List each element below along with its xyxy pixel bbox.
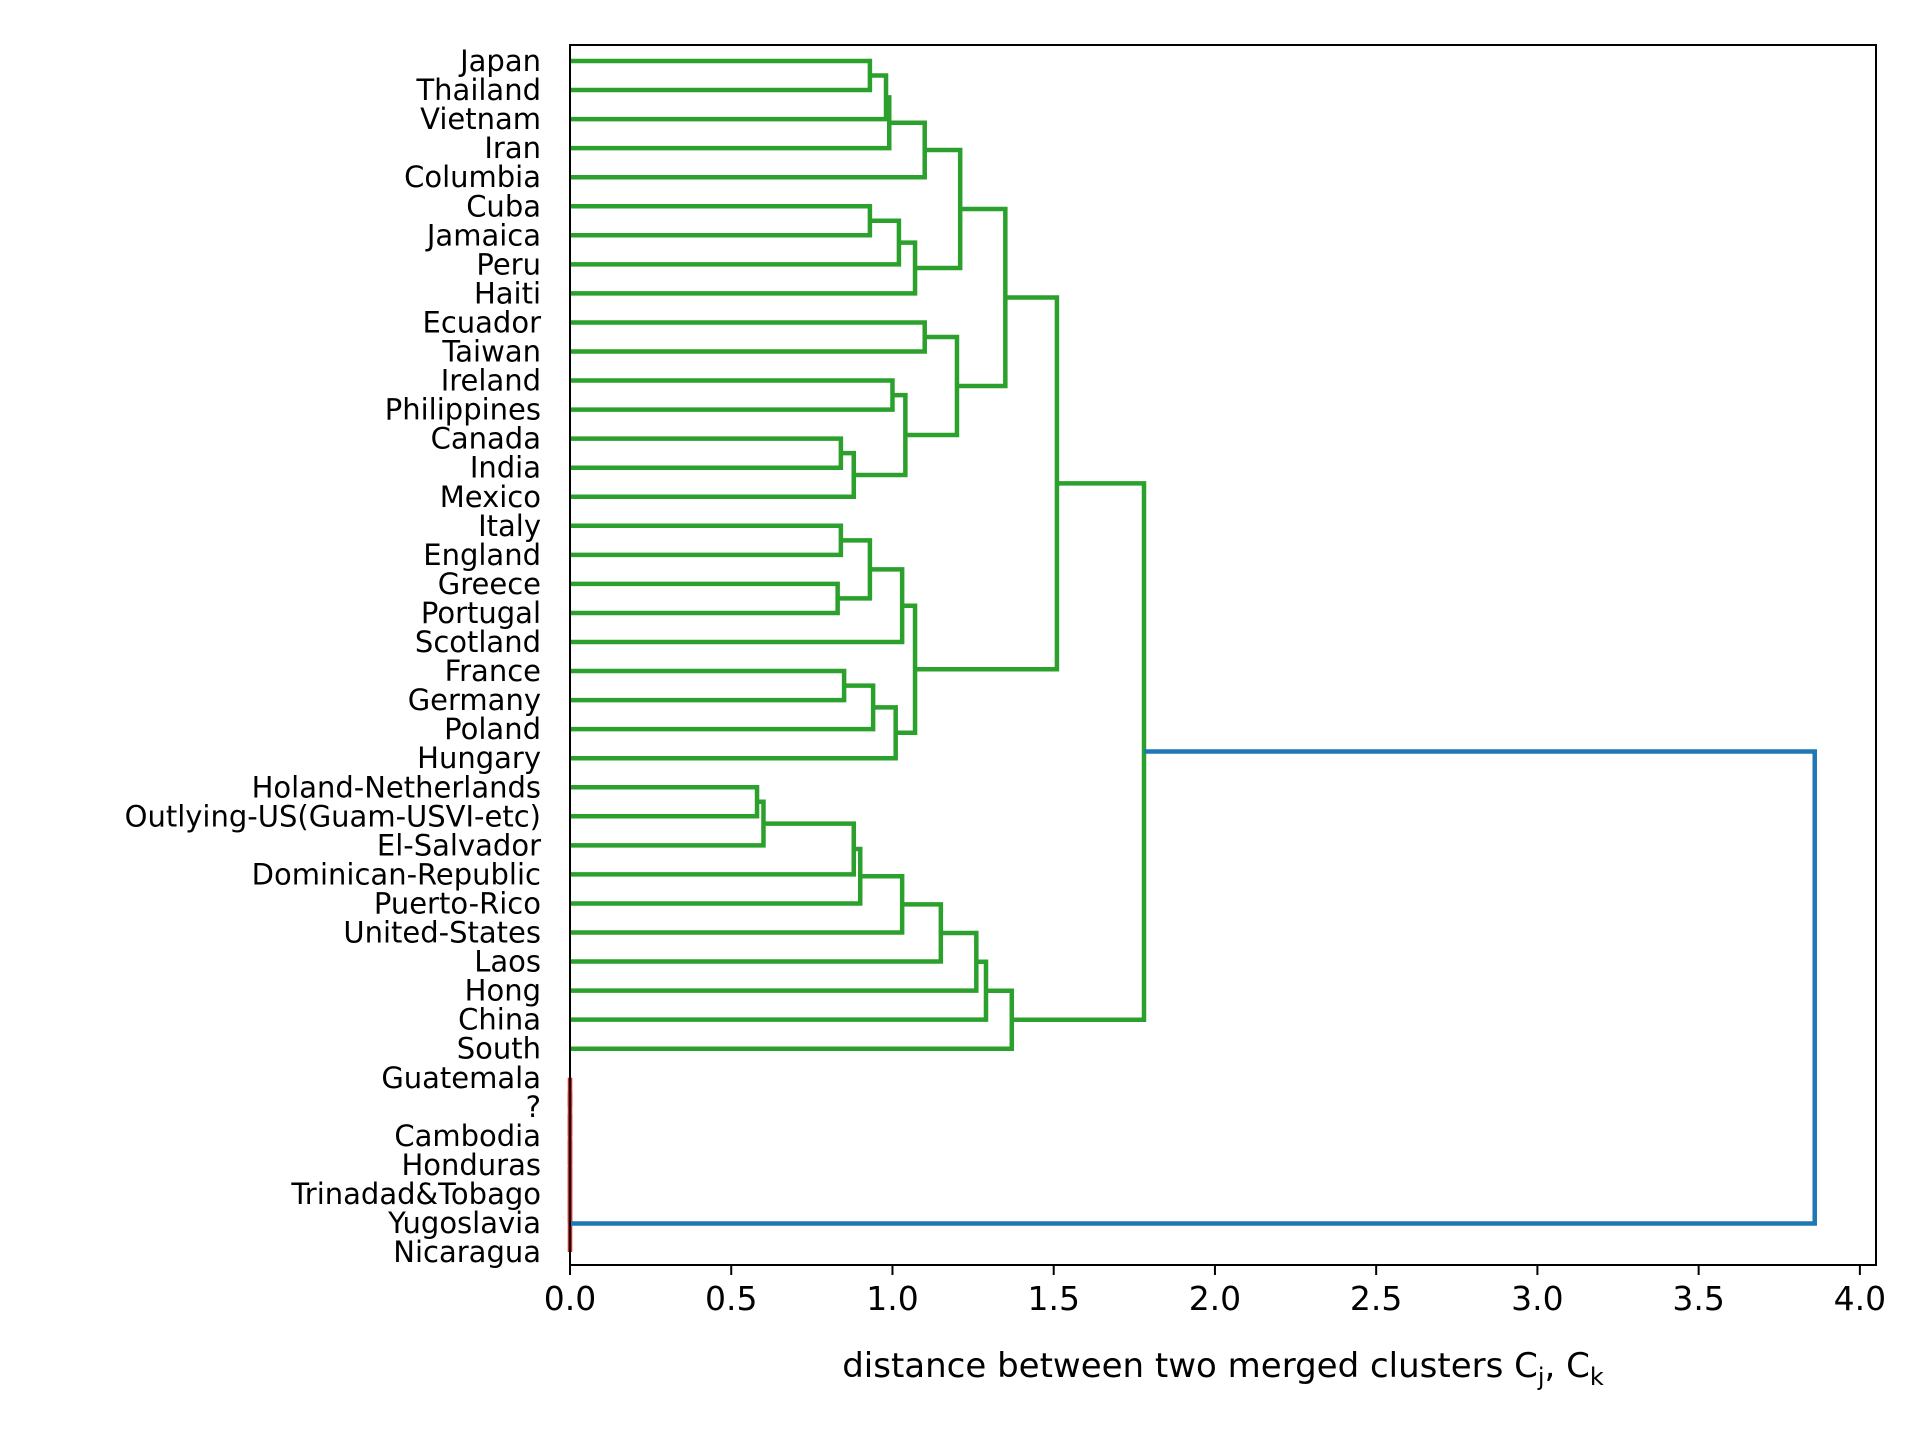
dendrogram-link — [570, 523, 844, 558]
dendrogram-link — [915, 147, 963, 271]
dendrogram-links — [567, 58, 1817, 1253]
dendrogram-link — [570, 240, 918, 296]
leaf-label: Ireland — [441, 364, 541, 398]
leaf-label: France — [445, 654, 541, 688]
leaf-label: Thailand — [415, 73, 541, 107]
dendrogram-link — [570, 930, 979, 993]
dendrogram-link — [570, 58, 873, 93]
leaf-label: Jamaica — [425, 218, 541, 252]
dendrogram-link — [570, 988, 1015, 1051]
dendrogram-link — [570, 683, 876, 732]
x-axis: 0.0 0.5 1.0 1.5 2.0 2.5 3.0 3.5 4.0 — [544, 1265, 1886, 1318]
leaf-label: El-Salvador — [377, 828, 541, 862]
dendrogram-link — [570, 705, 898, 761]
dendrogram-link — [853, 392, 908, 478]
dendrogram-link — [570, 581, 840, 616]
leaf-label: Laos — [474, 945, 541, 979]
dendrogram-link — [570, 873, 905, 935]
dendrogram-link — [1011, 481, 1147, 1022]
leaf-label: Greece — [438, 567, 541, 601]
leaf-label: Peru — [476, 247, 541, 281]
dendrogram-link — [570, 821, 857, 877]
dendrogram-link — [570, 120, 927, 180]
leaf-label: Poland — [444, 712, 541, 746]
leaf-label: Columbia — [404, 160, 541, 194]
leaf-label: Cambodia — [394, 1119, 541, 1153]
leaf-label: Trinadad&Tobago — [290, 1177, 541, 1211]
dendrogram-link — [570, 73, 889, 122]
x-tick-label: 1.0 — [866, 1279, 918, 1318]
dendrogram-link — [915, 295, 1060, 672]
leaf-label: Germany — [408, 683, 541, 717]
leaf-label: Canada — [431, 422, 541, 456]
leaf-label: ? — [526, 1090, 541, 1124]
leaf-label: Yugoslavia — [387, 1206, 541, 1240]
dendrogram-link — [570, 668, 847, 703]
dendrogram-link — [570, 799, 766, 848]
dendrogram-link — [570, 749, 1817, 1226]
leaf-label: China — [458, 1003, 541, 1037]
leaf-label: Dominican-Republic — [252, 857, 541, 891]
dendrogram-link — [570, 436, 844, 470]
dendrogram-link — [570, 95, 892, 151]
leaf-label: Ecuador — [423, 305, 542, 339]
leaf-label: India — [470, 451, 541, 485]
x-tick-label: 4.0 — [1834, 1279, 1886, 1318]
leaf-label: Honduras — [401, 1148, 541, 1182]
x-axis-title-sub-j: j — [1537, 1363, 1545, 1391]
dendrogram-link — [570, 785, 760, 819]
x-tick-label: 0.0 — [544, 1279, 596, 1318]
leaf-label: Nicaragua — [393, 1235, 541, 1269]
x-axis-title-main: distance between two merged clusters C — [842, 1346, 1538, 1386]
x-tick-label: 0.5 — [705, 1279, 757, 1318]
leaf-label: Scotland — [415, 625, 541, 659]
dendrogram-link — [570, 320, 927, 354]
dendrogram-link — [570, 204, 873, 238]
x-tick-label: 2.5 — [1350, 1279, 1402, 1318]
leaf-label: Vietnam — [420, 102, 541, 136]
leaf-label: South — [457, 1032, 541, 1066]
dendrogram-link — [570, 846, 863, 906]
dendrogram-link — [570, 567, 905, 645]
leaf-label: Outlying-US(Guam-USVI-etc) — [125, 799, 541, 833]
leaf-label: United-States — [343, 916, 541, 950]
dendrogram-link — [570, 378, 895, 412]
leaf-label: Haiti — [474, 276, 541, 310]
leaf-label: Japan — [458, 44, 541, 78]
leaf-label: Italy — [478, 509, 541, 543]
plot-frame — [569, 44, 1877, 1266]
leaf-labels: JapanThailandVietnamIranColumbiaCubaJama… — [125, 44, 541, 1269]
dendrogram-link — [570, 218, 902, 267]
leaf-label: Hungary — [417, 741, 541, 775]
x-tick-label: 2.0 — [1189, 1279, 1241, 1318]
leaf-label: Puerto-Rico — [374, 886, 541, 920]
dendrogram-link — [956, 206, 1008, 389]
leaf-label: Philippines — [385, 393, 541, 427]
leaf-label: Mexico — [440, 480, 541, 514]
x-tick-label: 1.5 — [1027, 1279, 1079, 1318]
leaf-label: Portugal — [421, 596, 541, 630]
dendrogram-link — [570, 959, 989, 1022]
x-tick-label: 3.0 — [1511, 1279, 1563, 1318]
leaf-label: Holand-Netherlands — [252, 770, 541, 804]
x-axis-title: distance between two merged clusters Cj,… — [842, 1346, 1604, 1391]
leaf-label: Guatemala — [381, 1061, 541, 1095]
leaf-label: Hong — [465, 974, 541, 1008]
leaf-label: Iran — [484, 131, 541, 165]
dendrogram-link — [570, 902, 944, 964]
x-tick-label: 3.5 — [1672, 1279, 1724, 1318]
leaf-label: Cuba — [466, 189, 541, 223]
dendrogram-link — [570, 450, 857, 499]
leaf-label: England — [423, 538, 541, 572]
x-axis-title-sep: , C — [1545, 1346, 1590, 1386]
dendrogram-link — [837, 538, 873, 601]
x-axis-title-sub-k: k — [1590, 1363, 1604, 1391]
leaf-label: Taiwan — [441, 335, 541, 369]
dendrogram-link — [895, 603, 918, 736]
